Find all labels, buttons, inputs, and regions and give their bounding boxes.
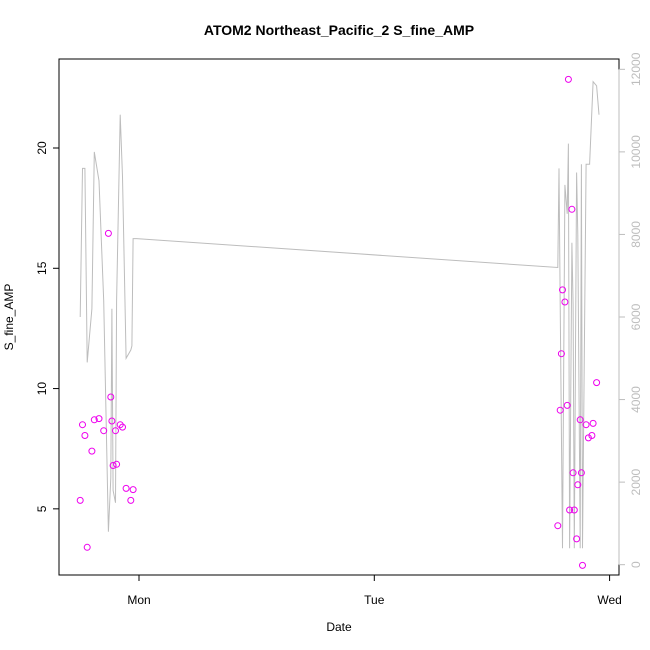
data-point xyxy=(564,75,572,83)
data-point xyxy=(569,469,577,477)
data-point xyxy=(582,421,590,429)
data-point xyxy=(593,379,601,387)
y-axis-left: 5 10 15 20 xyxy=(35,141,60,512)
x-axis: Mon Tue Wed xyxy=(127,574,622,607)
data-point xyxy=(100,427,108,435)
data-point xyxy=(109,462,117,469)
data-point xyxy=(90,416,98,424)
data-point xyxy=(129,486,137,494)
data-point xyxy=(589,419,597,427)
data-point xyxy=(79,421,86,429)
x-tick-label: Wed xyxy=(597,593,621,607)
y2-tick-label: 6000 xyxy=(629,303,643,330)
y-tick-label: 5 xyxy=(35,505,49,512)
data-point xyxy=(113,460,121,468)
data-point xyxy=(83,543,91,551)
x-tick-label: Tue xyxy=(364,593,385,607)
y2-tick-label: 0 xyxy=(629,561,643,568)
series-layer xyxy=(79,80,600,549)
plot-frame xyxy=(58,58,620,576)
data-point xyxy=(588,432,596,439)
y-axis-label: S_fine_AMP xyxy=(2,284,16,351)
data-point xyxy=(579,561,586,569)
data-point xyxy=(127,496,135,504)
data-point xyxy=(119,423,126,431)
data-point xyxy=(568,205,576,213)
data-point xyxy=(584,434,592,442)
y2-tick-label: 2000 xyxy=(629,468,643,495)
data-point xyxy=(561,298,569,306)
y-tick-label: 10 xyxy=(35,382,49,396)
y2-tick-label: 10000 xyxy=(629,135,643,169)
data-point xyxy=(566,506,574,514)
data-point xyxy=(559,286,566,294)
chart-title: ATOM2 Northeast_Pacific_2 S_fine_AMP xyxy=(204,22,474,38)
data-point xyxy=(108,417,116,425)
series-line-0 xyxy=(79,80,600,549)
data-point xyxy=(88,447,96,455)
points-layer xyxy=(76,75,601,569)
data-point xyxy=(107,393,115,401)
data-point xyxy=(576,416,584,424)
data-point xyxy=(122,484,130,492)
y-axis-right: 0 2000 4000 6000 8000 10000 12000 xyxy=(618,52,643,568)
data-point xyxy=(573,535,581,543)
data-point xyxy=(563,401,571,409)
y-tick-label: 15 xyxy=(35,261,49,275)
y-tick-label: 20 xyxy=(35,141,49,155)
y2-tick-label: 12000 xyxy=(629,52,643,86)
data-point xyxy=(557,350,565,358)
data-point xyxy=(577,469,585,477)
data-point xyxy=(574,481,582,489)
x-axis-label: Date xyxy=(326,620,352,634)
x-tick-label: Mon xyxy=(127,593,150,607)
data-point xyxy=(554,522,562,530)
data-point xyxy=(76,496,84,504)
data-point xyxy=(95,415,103,423)
data-point xyxy=(556,406,564,414)
data-point xyxy=(104,229,112,237)
data-point xyxy=(81,432,89,439)
data-point xyxy=(116,421,124,429)
y2-tick-label: 4000 xyxy=(629,386,643,413)
data-point xyxy=(112,427,119,435)
y2-tick-label: 8000 xyxy=(629,221,643,248)
data-point xyxy=(570,506,578,514)
